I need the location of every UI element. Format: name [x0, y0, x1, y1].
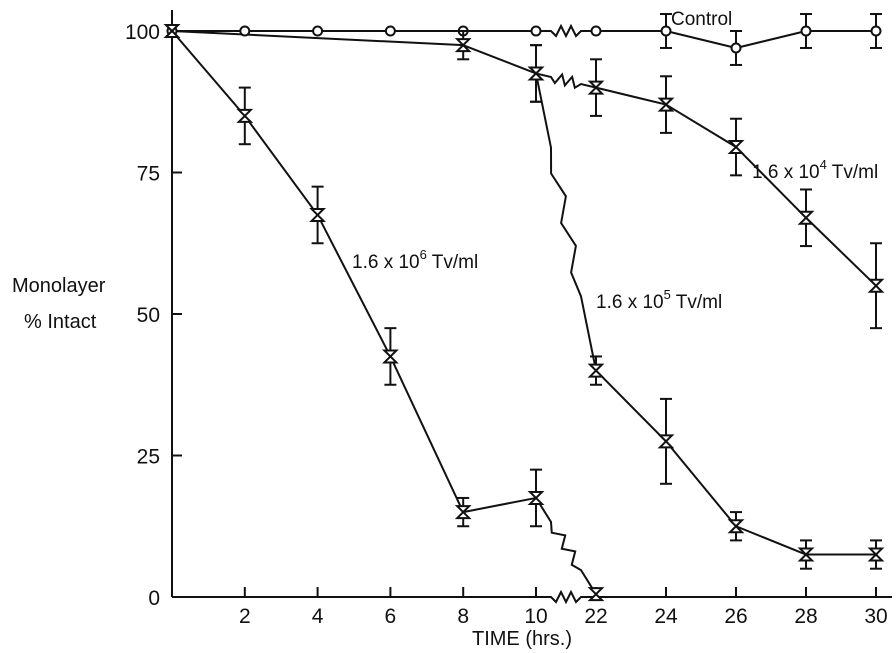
data-point-hourglass	[727, 519, 745, 534]
series-label-1e5-exponent: 5	[664, 287, 671, 302]
series-line-break	[535, 73, 597, 371]
y-tick-label: 25	[137, 446, 160, 469]
series-line-segment	[462, 44, 537, 75]
series-line-break	[536, 23, 596, 39]
series-label-1e4-exponent: 4	[820, 157, 827, 172]
y-axis-title-line2: % Intact	[24, 311, 97, 333]
data-point-circle	[312, 25, 324, 37]
series-line-segment	[735, 525, 807, 556]
series-line-break	[535, 497, 597, 595]
data-point-hourglass	[309, 207, 327, 222]
series-label-1e5-prefix: 1.6 x 10	[596, 292, 664, 313]
series-line-break	[535, 72, 597, 90]
data-point-hourglass	[797, 547, 815, 562]
data-point-circle	[384, 25, 396, 37]
series-line-segment	[316, 214, 392, 357]
series-markers	[163, 13, 885, 602]
data-point-hourglass	[587, 80, 605, 95]
data-point-hourglass	[867, 278, 885, 293]
data-point-circle	[730, 42, 742, 54]
data-point-circle	[239, 25, 251, 37]
series-line-segment	[665, 30, 737, 49]
data-point-hourglass	[454, 38, 472, 53]
x-tick-label: 30	[864, 605, 887, 628]
data-point-hourglass	[657, 97, 675, 112]
series-line-segment	[171, 30, 246, 117]
series-label-1e6-suffix: Tv/ml	[427, 252, 478, 273]
data-point-circle	[590, 25, 602, 37]
series-line-segment	[389, 356, 465, 513]
x-axis-title: TIME (hrs.)	[472, 628, 572, 650]
x-axis-break	[536, 589, 596, 605]
series-lines	[171, 23, 877, 595]
data-point-hourglass	[587, 363, 605, 378]
x-tick-label: 22	[584, 605, 607, 628]
x-tick-label: 10	[524, 605, 547, 628]
data-point-hourglass	[867, 547, 885, 562]
series-line-segment	[595, 86, 667, 106]
y-tick-label: 0	[148, 587, 160, 610]
data-point-hourglass	[236, 108, 254, 123]
x-tick-label: 2	[239, 605, 251, 628]
data-point-hourglass	[797, 210, 815, 225]
data-point-hourglass	[454, 505, 472, 520]
x-tick-label: 24	[654, 605, 678, 628]
series-label-1e5-suffix: Tv/ml	[671, 292, 722, 313]
data-point-hourglass	[587, 587, 605, 602]
data-point-circle	[870, 25, 882, 37]
y-tick-label: 50	[137, 304, 160, 327]
series-label-1e5: 1.6 x 105 Tv/ml	[596, 287, 722, 313]
x-tick-label: 8	[457, 605, 469, 628]
data-point-hourglass	[163, 24, 181, 38]
y-tick-label: 100	[125, 21, 160, 44]
y-axis-title-line1: Monolayer	[12, 275, 106, 297]
series-label-1e6-prefix: 1.6 x 10	[352, 252, 420, 273]
series-line-segment	[171, 30, 464, 47]
series-label-1e6: 1.6 x 106 Tv/ml	[352, 247, 478, 273]
series-line-segment	[805, 217, 877, 287]
data-point-circle	[530, 25, 542, 37]
x-tick-label: 4	[312, 605, 324, 628]
series-line-segment	[735, 146, 807, 219]
data-point-circle	[800, 25, 812, 37]
series-line-segment	[665, 440, 737, 527]
x-tick-label: 28	[794, 605, 817, 628]
data-point-hourglass	[727, 140, 745, 155]
data-point-hourglass	[657, 434, 675, 449]
series-label-1e4-suffix: Tv/ml	[827, 162, 878, 183]
series-label-control: Control	[671, 9, 732, 30]
x-tick-label: 26	[724, 605, 747, 628]
series-label-1e4: 1.6 x 104 Tv/ml	[752, 157, 878, 183]
y-tick-label: 75	[137, 163, 160, 186]
series-line-segment	[463, 496, 537, 514]
series-label-1e6-exponent: 6	[420, 247, 427, 262]
series-line-segment	[595, 369, 667, 443]
series-line-segment	[665, 103, 737, 148]
series-line-segment	[735, 30, 807, 49]
series-line-segment	[243, 115, 319, 216]
data-point-hourglass	[527, 490, 545, 505]
data-point-hourglass	[381, 349, 399, 364]
data-point-hourglass	[527, 66, 545, 81]
data-point-circle	[660, 25, 672, 37]
x-tick-label: 6	[385, 605, 397, 628]
series-label-1e4-prefix: 1.6 x 10	[752, 162, 820, 183]
